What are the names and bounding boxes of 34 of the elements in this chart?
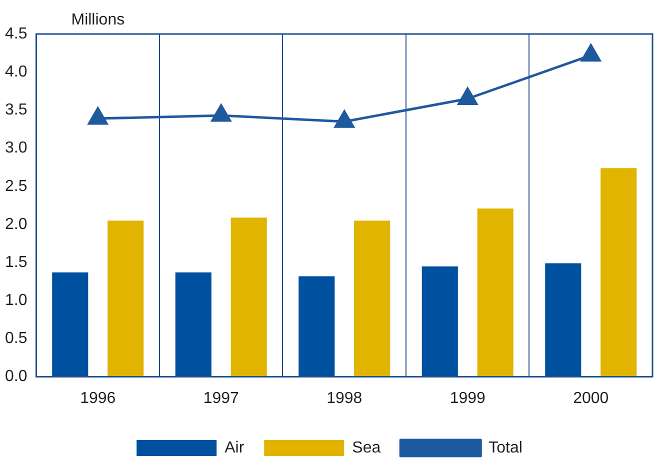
bar (230, 218, 267, 377)
bar (354, 220, 390, 377)
y-tick-label: 0.5 (4, 330, 28, 348)
bar (545, 263, 582, 377)
point (211, 104, 232, 122)
legend-label: Sea (352, 439, 381, 456)
y-tick-label: 1.0 (4, 292, 28, 310)
bar (477, 208, 514, 377)
x-tick-label: 2000 (573, 390, 609, 407)
y-tick-label: 4.5 (4, 25, 28, 42)
y-tick-label: 2.5 (4, 178, 28, 195)
y-tick-label: 4.0 (4, 63, 28, 80)
legend-label: Air (224, 439, 245, 456)
y-tick-label: 0.0 (4, 368, 28, 386)
bar (600, 168, 637, 377)
bar (298, 276, 335, 377)
bar (108, 220, 144, 377)
y-tick-label: 2.0 (4, 216, 28, 233)
y-tick-label: 3.5 (4, 102, 28, 119)
legend-label: Total (488, 439, 522, 456)
x-tick-label: 1996 (80, 390, 116, 407)
y-tick-label: 3.0 (4, 140, 28, 157)
point (580, 44, 601, 62)
point (458, 88, 478, 105)
x-tick-label: 1997 (203, 390, 240, 407)
y-axis-title: Millions (71, 11, 125, 28)
bar (52, 272, 88, 377)
point (88, 107, 108, 125)
point (334, 110, 354, 128)
bar (422, 266, 458, 377)
x-tick-label: 1999 (450, 390, 486, 407)
y-tick-label: 1.5 (4, 254, 28, 271)
bar (175, 272, 212, 377)
x-tick-label: 1998 (326, 390, 362, 407)
